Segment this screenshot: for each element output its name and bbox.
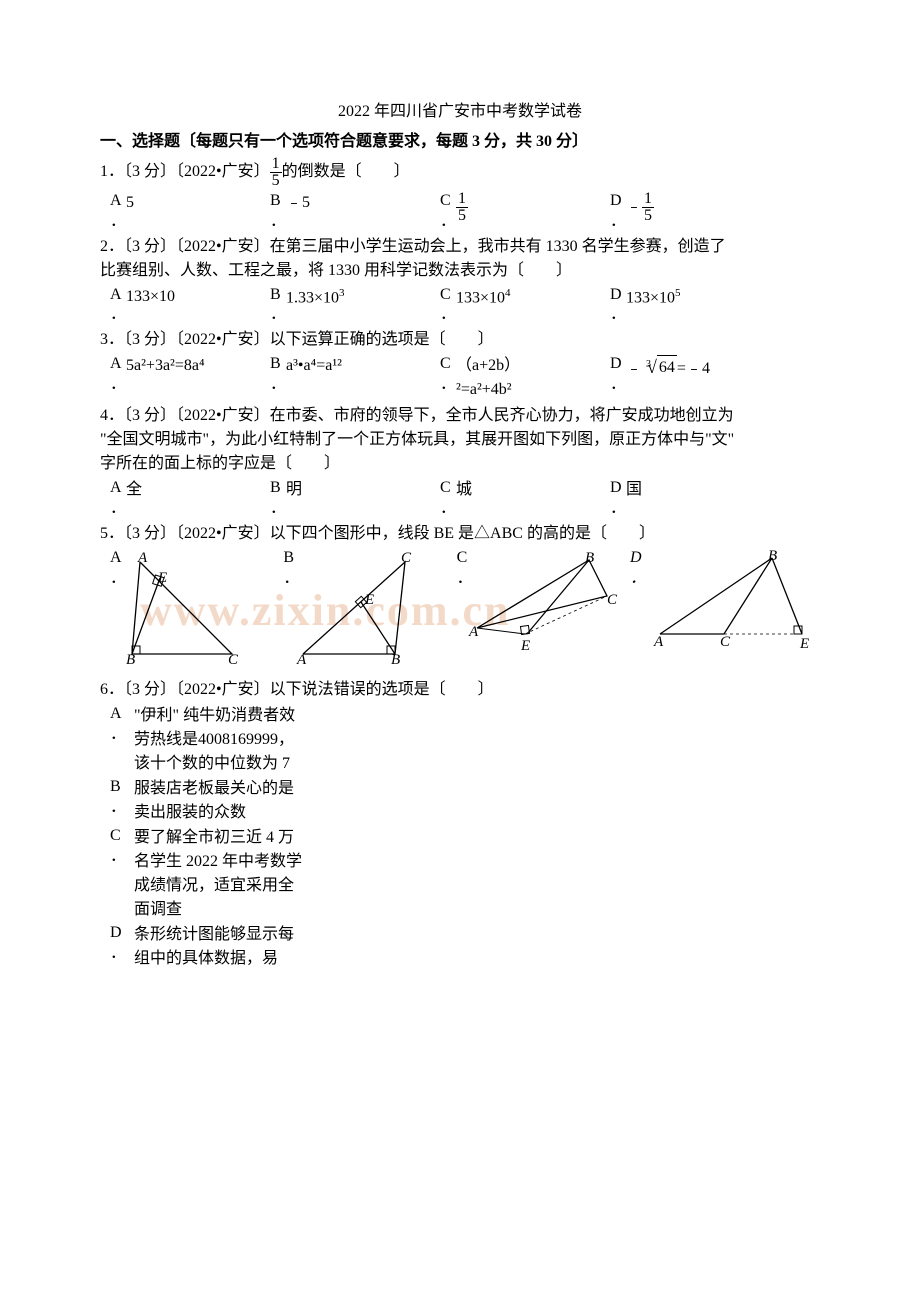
q3-opt-d: D． ﹣3√64=﹣4 xyxy=(610,354,770,402)
question-1: 1．〔3 分〕〔2022•广安〕15的倒数是〔 〕 xyxy=(100,156,820,189)
svg-text:A: A xyxy=(653,634,664,650)
section-heading: 一、选择题〔每题只有一个选项符合题意要求，每题 3 分，共 30 分〕 xyxy=(100,130,820,154)
q6-opt-b: B． 服装店老板最关心的是卖出服装的众数 xyxy=(110,777,820,825)
exam-page: 2022 年四川省广安市中考数学试卷 一、选择题〔每题只有一个选项符合题意要求，… xyxy=(0,0,920,1022)
q4-opt-b: B． 明 xyxy=(270,478,440,520)
q2-options: A． 133×10 B． 1.33×103 C． 133×104 D． 133×… xyxy=(110,285,820,327)
q2-line1: 2．〔3 分〕〔2022•广安〕在第三届中小学生运动会上，我市共有 1330 名… xyxy=(100,235,820,259)
q4-options: A． 全 B． 明 C． 城 D． 国 xyxy=(110,478,820,520)
q1-fraction: 15 xyxy=(270,156,282,189)
q4-line2: "全国文明城市"，为此小红特制了一个正方体玩具，其展开图如下列图，原正方体中与"… xyxy=(100,428,820,452)
q6-opt-c: C． 要了解全市初三近 4 万名学生 2022 年中考数学成绩情况，适宜采用全面… xyxy=(110,826,820,922)
q2-opt-a: A． 133×10 xyxy=(110,285,270,327)
q1-opt-d: D． ﹣15 xyxy=(610,191,770,233)
q3-opt-c: C． （a+2b）²=a²+4b² xyxy=(440,354,610,402)
q1-opt-a: A． 5 xyxy=(110,191,270,233)
triangle-a-icon: A E B C xyxy=(110,548,270,668)
q4-line1: 4．〔3 分〕〔2022•广安〕在市委、市府的领导下，全市人民齐心协力，将广安成… xyxy=(100,404,820,428)
svg-text:A: A xyxy=(468,624,479,640)
question-2: 2．〔3 分〕〔2022•广安〕在第三届中小学生运动会上，我市共有 1330 名… xyxy=(100,235,820,283)
q1-opt-c: C． 15 xyxy=(440,191,610,233)
q5-fig-d: D． B A C E xyxy=(630,548,820,676)
q2-opt-d: D． 133×105 xyxy=(610,285,770,327)
paper-title: 2022 年四川省广安市中考数学试卷 xyxy=(100,100,820,124)
triangle-b-icon: C E A B xyxy=(283,548,453,668)
q6-opt-d: D． 条形统计图能够显示每组中的具体数据，易 xyxy=(110,923,820,971)
q2-line2: 比赛组别、人数、工程之最，将 1330 用科学记数法表示为〔 〕 xyxy=(100,259,820,283)
triangle-c-icon: B A E C xyxy=(457,548,627,658)
q2-opt-c: C． 133×104 xyxy=(440,285,610,327)
q5-fig-a: A． A E B C xyxy=(110,548,283,676)
q4-opt-c: C． 城 xyxy=(440,478,610,520)
q3-options: A． 5a²+3a²=8a⁴ B． a³•a⁴=a¹² C． （a+2b）²=a… xyxy=(110,354,820,402)
q2-opt-b: B． 1.33×103 xyxy=(270,285,440,327)
q4-opt-a: A． 全 xyxy=(110,478,270,520)
q3-opt-a: A． 5a²+3a²=8a⁴ xyxy=(110,354,270,402)
q3-opt-b: B． a³•a⁴=a¹² xyxy=(270,354,440,402)
svg-text:C: C xyxy=(607,592,618,608)
q6-opt-a: A． "伊利" 纯牛奶消费者效劳热线是4008169999，该十个数的中位数为 … xyxy=(110,704,820,776)
svg-text:E: E xyxy=(520,638,530,654)
svg-text:C: C xyxy=(720,634,731,650)
q1-opt-b: B． ﹣5 xyxy=(270,191,440,233)
q5-figures: www.zixin.com.cn A． A E B C B． C E A B xyxy=(110,548,820,676)
triangle-d-icon: B A C E xyxy=(630,548,820,658)
svg-text:E: E xyxy=(799,636,809,652)
q1-options: A． 5 B． ﹣5 C． 15 D． ﹣15 xyxy=(110,191,820,233)
q5-fig-b: B． C E A B xyxy=(283,548,456,676)
question-6: 6．〔3 分〕〔2022•广安〕以下说法错误的选项是〔 〕 xyxy=(100,678,820,702)
q4-line3: 字所在的面上标的字应是〔 〕 xyxy=(100,452,820,476)
q5-fig-c: C． B A E C xyxy=(457,548,630,676)
q6-options: A． "伊利" 纯牛奶消费者效劳热线是4008169999，该十个数的中位数为 … xyxy=(110,704,820,971)
q1-stem-a: 1．〔3 分〕〔2022•广安〕 xyxy=(100,163,270,180)
q4-opt-d: D． 国 xyxy=(610,478,770,520)
question-3: 3．〔3 分〕〔2022•广安〕以下运算正确的选项是〔 〕 xyxy=(100,328,820,352)
question-4: 4．〔3 分〕〔2022•广安〕在市委、市府的领导下，全市人民齐心协力，将广安成… xyxy=(100,404,820,476)
question-5: 5．〔3 分〕〔2022•广安〕以下四个图形中，线段 BE 是△ABC 的高的是… xyxy=(100,522,820,546)
q1-stem-b: 的倒数是〔 〕 xyxy=(282,163,410,180)
